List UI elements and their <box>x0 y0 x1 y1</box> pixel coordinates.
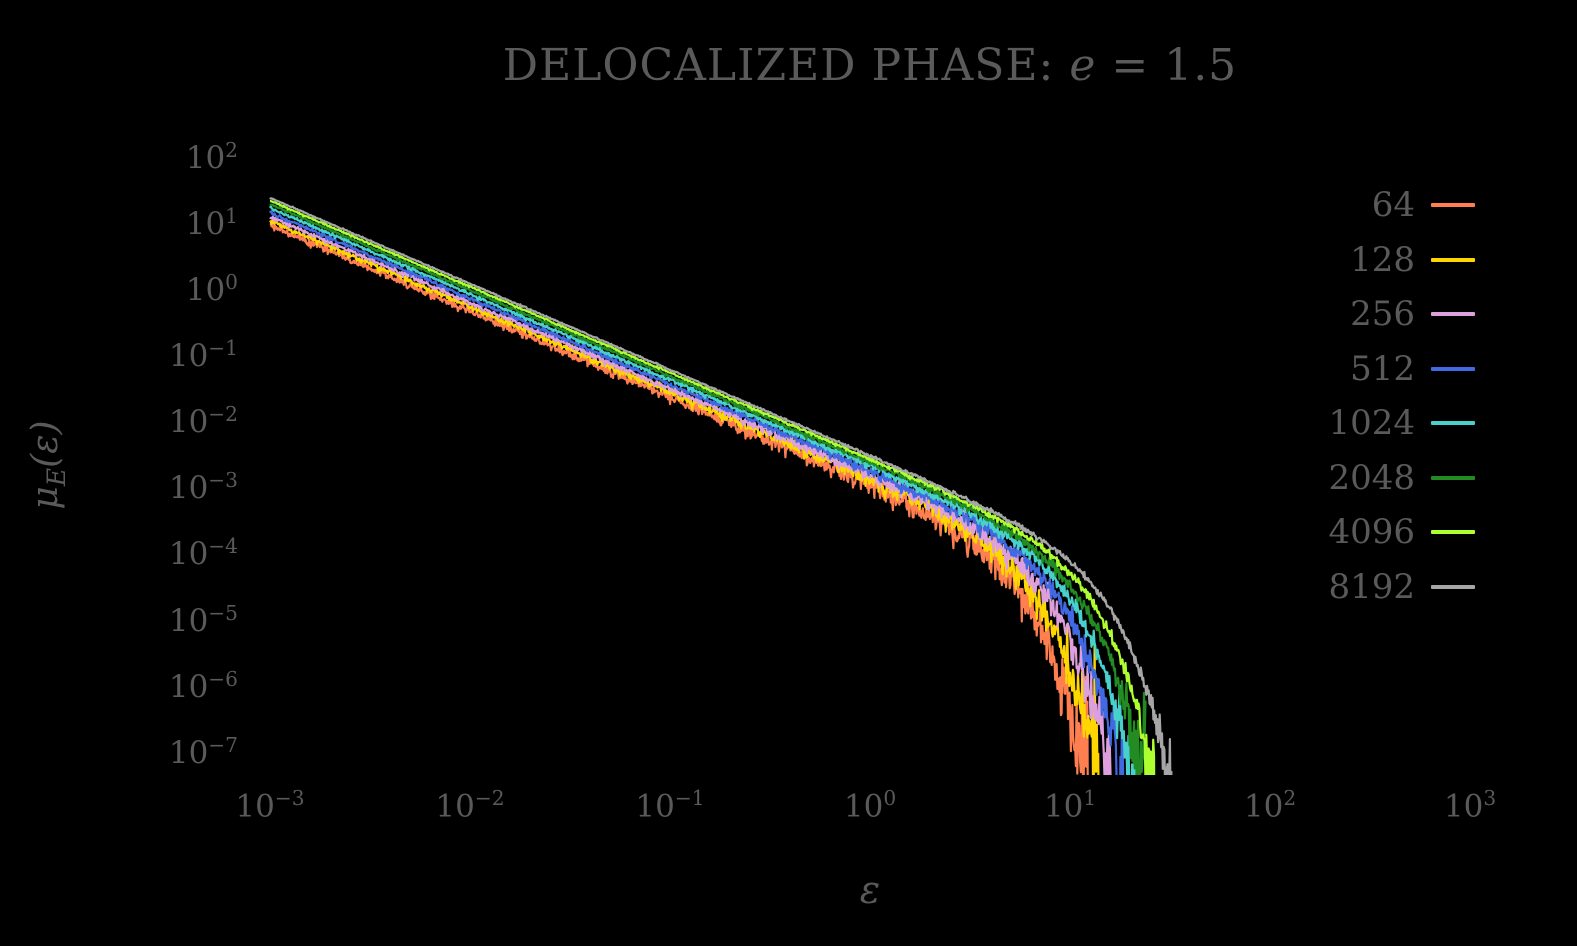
legend-label: 8192 <box>1328 566 1415 607</box>
y-tick-label: 10−2 <box>168 401 238 441</box>
ylabel-symbol: μ <box>24 486 66 510</box>
title-variable: e <box>1069 40 1097 91</box>
x-tick-label: 10−2 <box>435 786 505 825</box>
legend-item: 128 <box>1250 233 1475 288</box>
legend-swatch <box>1431 257 1475 262</box>
x-tick-label: 10−3 <box>235 786 305 825</box>
x-tick-label: 101 <box>1043 786 1097 825</box>
legend-item: 512 <box>1250 342 1475 397</box>
ylabel-subscript: E <box>42 467 72 487</box>
x-tick-label: 102 <box>1243 786 1297 825</box>
y-tick-label: 10−7 <box>168 732 238 772</box>
legend: 64 128 256 512 1024 2048 4096 8192 <box>1250 178 1475 614</box>
legend-swatch <box>1431 530 1475 535</box>
legend-label: 1024 <box>1328 403 1415 444</box>
legend-swatch <box>1431 312 1475 317</box>
x-axis-label: ε <box>859 868 881 912</box>
legend-item: 1024 <box>1250 396 1475 451</box>
series-line-8192 <box>269 196 1173 775</box>
series-line-512 <box>269 210 1125 775</box>
legend-label: 128 <box>1350 239 1415 280</box>
y-axis-label: μE(ε) <box>25 420 71 509</box>
legend-item: 4096 <box>1250 505 1475 560</box>
ylabel-argument: (ε) <box>24 420 66 468</box>
legend-label: 256 <box>1350 294 1415 335</box>
y-tick-label: 100 <box>185 269 238 308</box>
x-tick-label: 100 <box>843 786 897 825</box>
x-tick-label: 10−1 <box>635 786 705 825</box>
y-tick-label: 101 <box>185 203 238 242</box>
y-tick-label: 10−3 <box>168 468 238 507</box>
legend-label: 4096 <box>1328 512 1415 553</box>
legend-swatch <box>1431 366 1475 371</box>
legend-label: 2048 <box>1328 457 1415 498</box>
title-suffix: = 1.5 <box>1096 40 1238 91</box>
legend-item: 2048 <box>1250 451 1475 506</box>
legend-item: 8192 <box>1250 560 1475 615</box>
legend-swatch <box>1431 475 1475 480</box>
legend-label: 64 <box>1371 185 1415 226</box>
series-line-2048 <box>269 203 1147 775</box>
y-tick-label: 10−6 <box>168 666 238 705</box>
legend-swatch <box>1431 584 1475 589</box>
y-tick-label: 10−4 <box>168 534 238 573</box>
legend-label: 512 <box>1350 348 1415 389</box>
y-tick-label: 10−1 <box>168 335 238 375</box>
legend-item: 256 <box>1250 287 1475 342</box>
y-tick-label: 10−5 <box>168 600 238 639</box>
series-line-1024 <box>269 205 1136 775</box>
chart-title: DELOCALIZED PHASE: e = 1.5 <box>258 40 1482 91</box>
legend-swatch <box>1431 421 1475 426</box>
legend-swatch <box>1431 203 1475 208</box>
series-line-4096 <box>269 200 1156 775</box>
x-tick-label: 103 <box>1443 786 1497 825</box>
legend-item: 64 <box>1250 178 1475 233</box>
y-tick-label: 102 <box>185 137 238 176</box>
title-prefix: DELOCALIZED PHASE: <box>502 40 1070 91</box>
